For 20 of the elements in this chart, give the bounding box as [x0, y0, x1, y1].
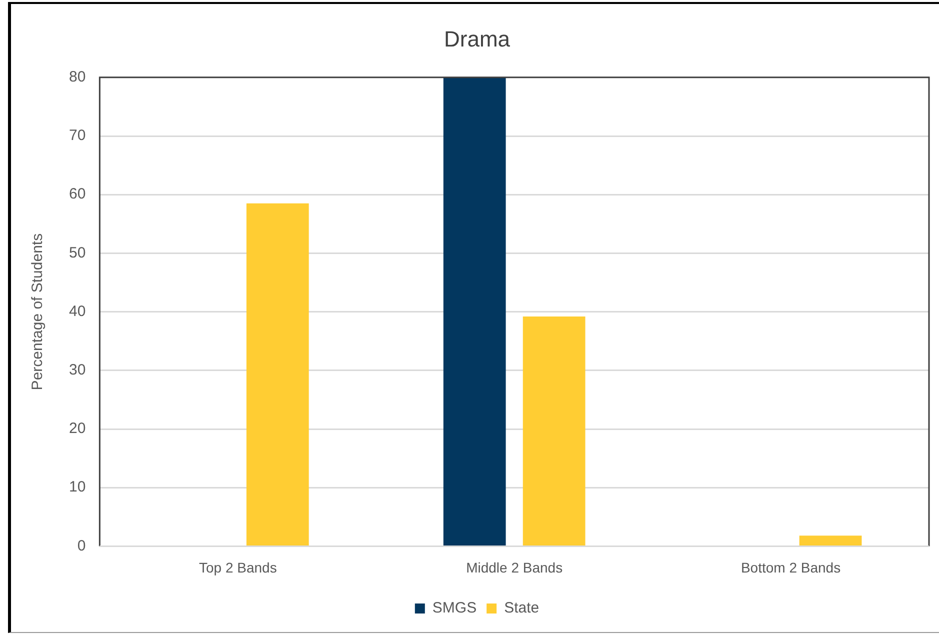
bar [799, 536, 862, 546]
x-tick-label: Middle 2 Bands [466, 559, 563, 576]
bar [443, 77, 506, 546]
y-tick-label: 10 [68, 478, 86, 496]
legend-label: SMGS [432, 600, 477, 617]
bar [246, 203, 309, 546]
legend-label: State [504, 600, 540, 617]
y-tick-label: 0 [77, 537, 86, 554]
y-tick-label: 40 [68, 302, 86, 320]
y-tick-label: 80 [68, 68, 86, 86]
y-tick-label: 70 [68, 127, 86, 144]
y-tick-label: 60 [68, 186, 86, 203]
bar [522, 316, 586, 546]
chart-title: Drama [444, 26, 511, 52]
y-tick-label: 50 [68, 244, 86, 262]
y-axis-title: Percentage of Students [29, 233, 46, 390]
y-tick-label: 20 [68, 420, 86, 438]
x-tick-label: Top 2 Bands [198, 559, 277, 576]
x-tick-label: Bottom 2 Bands [740, 559, 841, 576]
y-tick-label: 30 [68, 362, 86, 379]
